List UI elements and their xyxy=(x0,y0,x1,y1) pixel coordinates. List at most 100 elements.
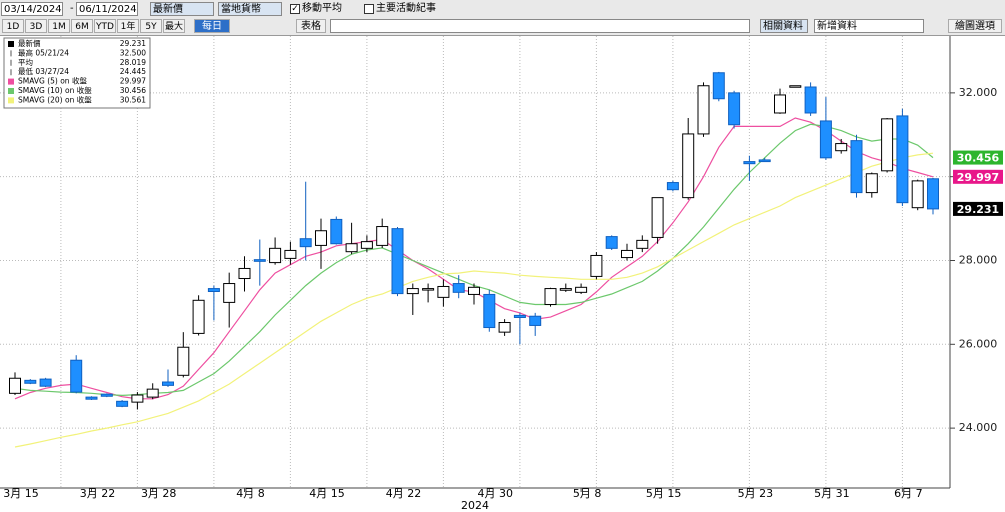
candle-body xyxy=(559,288,572,291)
candle-body xyxy=(422,288,435,291)
x-tick-label: 3月 15 xyxy=(3,487,39,500)
currency-select[interactable]: 當地貨幣 xyxy=(218,2,282,16)
price-tag-label: 30.456 xyxy=(957,152,1000,165)
x-tick-label: 3月 22 xyxy=(80,487,116,500)
candle-body xyxy=(85,396,98,400)
toolbar: 03/14/2024 - 06/11/2024 最新價 當地貨幣 移動平均 ✓ … xyxy=(0,0,1005,36)
legend-label: 平均 xyxy=(18,57,33,67)
range-button[interactable]: 1D xyxy=(2,19,24,33)
candle-body xyxy=(192,299,205,334)
candle-body xyxy=(116,400,129,407)
candle-body xyxy=(743,161,756,165)
candle-body xyxy=(927,178,939,210)
legend: 最新價 29.231 最高 05/21/24 32.500 平均 28.019 最低 03/… xyxy=(3,37,151,109)
candle-body xyxy=(24,379,37,384)
candle-body xyxy=(376,226,389,246)
range-button[interactable]: 最大 xyxy=(163,19,185,33)
range-button[interactable]: 3D xyxy=(25,19,47,33)
price-tag xyxy=(953,150,1003,165)
candle-body xyxy=(865,173,878,194)
candle-body xyxy=(452,283,465,293)
price-tag-label: 29.997 xyxy=(957,171,999,184)
candle-body xyxy=(483,293,496,329)
x-tick-label: 6月 7 xyxy=(894,487,923,500)
candle-body xyxy=(330,218,343,245)
legend-value: 30.561 xyxy=(120,95,146,104)
x-axis-label: 2024 xyxy=(461,499,489,512)
candle-body xyxy=(728,92,741,126)
x-tick-label: 4月 15 xyxy=(309,487,345,500)
legend-marker xyxy=(8,97,14,104)
range-button[interactable]: 1年 xyxy=(117,19,139,33)
candle-body xyxy=(360,241,373,249)
candle-body xyxy=(253,259,266,262)
y-tick-label: 26.000 xyxy=(959,337,998,350)
table-button[interactable]: 表格 xyxy=(296,19,326,33)
candle-body xyxy=(498,322,511,333)
frequency-select[interactable]: 每日 xyxy=(194,19,230,33)
legend-label: SMAVG (20) on 收盤 xyxy=(18,94,92,104)
related-select[interactable]: 相關資料 xyxy=(760,19,808,33)
candle-body xyxy=(70,359,83,393)
candle-body xyxy=(590,254,603,277)
start-date[interactable]: 03/14/2024 xyxy=(1,2,63,16)
price-field-select[interactable]: 最新價 xyxy=(150,2,214,16)
candle-body xyxy=(207,288,220,293)
range-button[interactable]: 6M xyxy=(71,19,93,33)
x-tick-label: 4月 22 xyxy=(386,487,422,500)
candle-body xyxy=(896,115,909,204)
candle-body xyxy=(682,133,695,199)
search-field[interactable] xyxy=(330,19,750,33)
x-tick-label: 4月 30 xyxy=(478,487,514,500)
end-date[interactable]: 06/11/2024 xyxy=(76,2,138,16)
candle-body xyxy=(835,143,848,152)
legend-box xyxy=(3,37,151,109)
candle-body xyxy=(712,72,725,100)
add-data-field[interactable]: 新增資料 xyxy=(814,19,924,33)
candle-body xyxy=(529,315,542,326)
legend-label: SMAVG (10) on 收盤 xyxy=(18,85,92,95)
candle-body xyxy=(789,85,802,88)
x-tick-label: 3月 28 xyxy=(141,487,177,500)
candle-body xyxy=(605,236,618,249)
plot-area xyxy=(0,36,950,488)
candle-body xyxy=(666,182,679,191)
events-checkbox[interactable]: 主要活動紀事 xyxy=(376,3,436,14)
legend-marker xyxy=(8,41,14,47)
candle-body xyxy=(651,197,664,238)
legend-value: 29.231 xyxy=(120,39,146,48)
candle-body xyxy=(100,393,113,397)
range-button[interactable]: 1M xyxy=(48,19,70,33)
x-tick-label: 4月 8 xyxy=(236,487,265,500)
candle-body xyxy=(758,159,771,163)
ma-checkbox[interactable]: 移動平均 xyxy=(302,3,342,14)
candle-body xyxy=(9,377,21,394)
legend-marker xyxy=(8,78,14,85)
x-tick-label: 5月 15 xyxy=(646,487,682,500)
range-button[interactable]: YTD xyxy=(94,19,116,33)
legend-value: 24.445 xyxy=(120,67,146,76)
candle-body xyxy=(697,85,710,135)
legend-label: 最新價 xyxy=(18,38,41,48)
candle-body xyxy=(544,288,557,305)
checkbox[interactable] xyxy=(364,4,374,14)
checkbox-checked[interactable]: ✓ xyxy=(290,4,300,14)
candle-body xyxy=(819,120,832,159)
candle-body xyxy=(437,285,450,298)
x-tick-label: 5月 23 xyxy=(738,487,774,500)
candle-body xyxy=(345,243,358,253)
candle-body xyxy=(774,94,786,114)
range-button[interactable]: 5Y xyxy=(140,19,162,33)
candle-body xyxy=(162,381,174,386)
candle-body xyxy=(131,394,144,403)
legend-value: 28.019 xyxy=(120,58,146,67)
legend-value: 32.500 xyxy=(120,48,146,57)
candle-body xyxy=(284,249,297,259)
options-button[interactable]: 繪圖選項 xyxy=(948,19,1002,33)
candle-body xyxy=(513,314,526,318)
candle-body xyxy=(804,86,817,114)
candle-body xyxy=(881,118,894,172)
legend-marker xyxy=(8,88,14,94)
y-tick-label: 28.000 xyxy=(959,253,998,266)
